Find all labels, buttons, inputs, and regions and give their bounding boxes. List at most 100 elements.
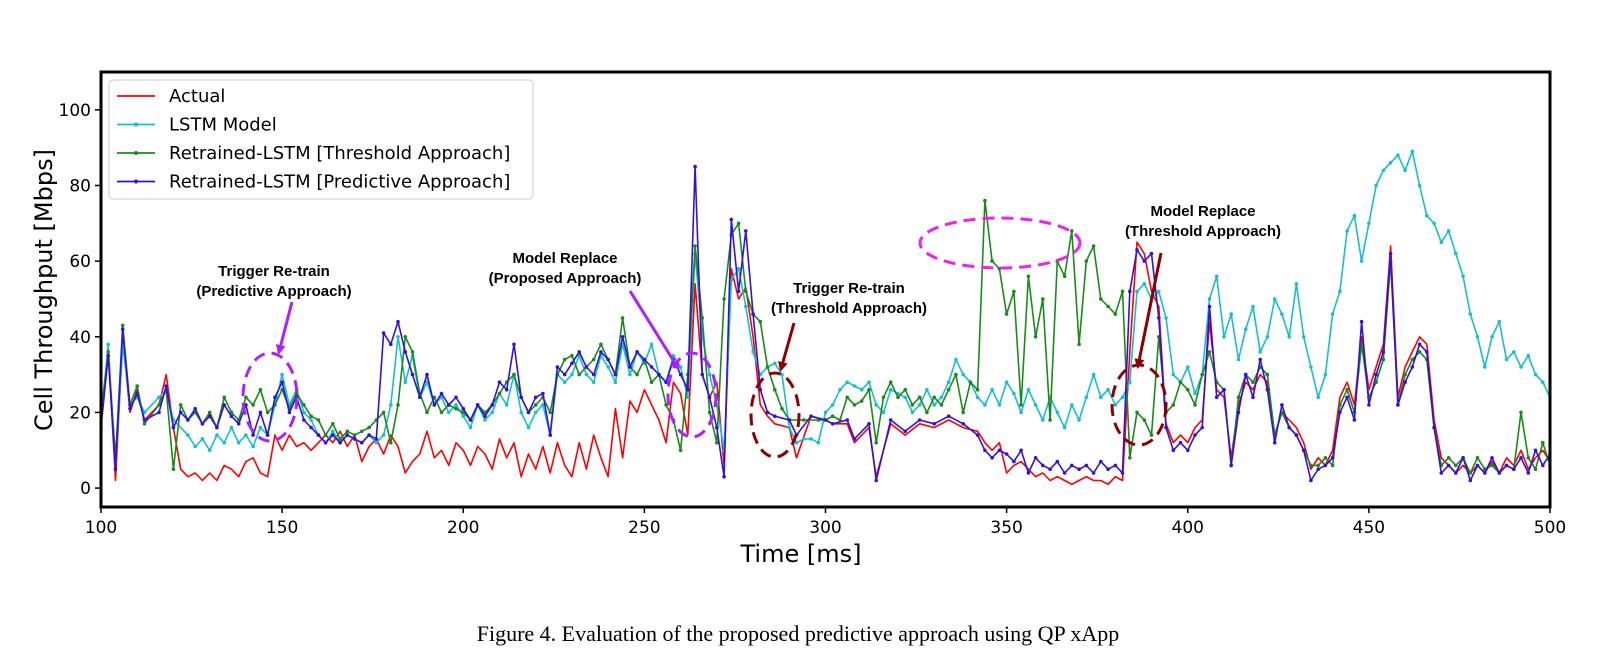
data-point	[331, 422, 335, 426]
data-point	[1084, 463, 1089, 468]
data-point	[381, 331, 386, 335]
data-point	[120, 327, 125, 332]
data-point	[200, 437, 205, 441]
data-point	[1193, 403, 1197, 407]
data-point	[483, 414, 487, 419]
data-point	[425, 372, 429, 377]
data-point	[1265, 372, 1270, 377]
data-point	[773, 361, 777, 366]
data-point	[932, 395, 936, 400]
data-point	[1157, 316, 1161, 320]
data-point	[678, 448, 683, 453]
data-point	[338, 440, 342, 445]
data-point	[845, 380, 849, 385]
legend-entry: Retrained-LSTM [Threshold Approach]	[169, 143, 510, 164]
data-point	[142, 418, 147, 422]
highlight-ellipse	[749, 371, 801, 459]
data-point	[1048, 467, 1052, 472]
data-point	[1359, 259, 1364, 263]
data-point	[744, 229, 748, 233]
data-point	[135, 391, 139, 396]
data-point	[280, 380, 284, 385]
data-point	[1033, 456, 1038, 460]
data-point	[830, 422, 835, 426]
data-point	[490, 403, 495, 407]
data-point	[1236, 410, 1241, 415]
data-point	[432, 403, 437, 407]
data-point	[686, 395, 690, 400]
data-point	[1113, 312, 1118, 316]
data-point	[874, 440, 878, 445]
data-point	[787, 418, 792, 422]
data-point	[584, 372, 589, 377]
annotation-arrow	[628, 290, 680, 371]
data-point	[700, 372, 705, 377]
data-point	[302, 403, 306, 407]
data-point	[896, 395, 900, 400]
data-point	[193, 444, 197, 449]
data-point	[251, 444, 255, 449]
data-point	[1019, 410, 1023, 415]
data-point	[917, 418, 922, 422]
data-point	[1475, 463, 1480, 468]
data-point	[657, 372, 661, 377]
data-point	[1417, 183, 1422, 188]
data-point	[678, 372, 683, 377]
data-point	[1309, 365, 1313, 369]
data-point	[946, 414, 951, 419]
data-point	[1178, 440, 1183, 445]
data-point	[729, 217, 734, 222]
data-point	[1019, 448, 1023, 453]
legend-entry: LSTM Model	[169, 115, 277, 136]
data-point	[1171, 403, 1176, 407]
data-point	[389, 342, 393, 347]
data-point	[512, 372, 516, 377]
highlight-ellipse	[918, 216, 1082, 270]
data-point	[867, 387, 871, 392]
data-point	[483, 418, 487, 422]
data-point	[693, 244, 697, 248]
data-point	[881, 395, 886, 400]
data-point	[171, 425, 176, 430]
data-point	[1439, 240, 1444, 244]
data-point	[1106, 467, 1110, 472]
annotation-label: Model Replace	[1150, 203, 1255, 220]
data-point	[635, 372, 639, 377]
highlight-ellipse	[666, 351, 718, 439]
x-axis-title: Time [ms]	[740, 540, 862, 568]
data-point	[599, 342, 603, 347]
annotation-label: (Threshold Approach)	[771, 300, 927, 317]
y-tick-label: 80	[69, 176, 91, 196]
data-point	[1294, 433, 1299, 437]
data-point	[1338, 403, 1342, 407]
data-point	[396, 403, 400, 407]
data-point	[845, 395, 849, 400]
data-point	[591, 372, 596, 377]
data-point	[1345, 395, 1349, 400]
data-point	[874, 403, 878, 407]
data-point	[780, 406, 784, 411]
data-point	[1497, 471, 1502, 475]
y-tick-label: 0	[80, 479, 91, 499]
data-point	[1251, 395, 1255, 400]
data-point	[1041, 463, 1045, 468]
data-point	[1381, 168, 1386, 173]
data-point	[157, 395, 161, 400]
annotation-label: (Predictive Approach)	[196, 283, 351, 300]
data-point	[1120, 289, 1125, 294]
data-point	[323, 433, 328, 437]
data-point	[1171, 448, 1176, 453]
data-point	[258, 387, 263, 392]
x-tick-label: 200	[447, 518, 479, 538]
data-point	[736, 266, 741, 271]
data-point	[975, 395, 980, 400]
data-point	[997, 403, 1002, 407]
data-point	[1410, 365, 1415, 369]
data-point	[1142, 259, 1147, 263]
x-tick-label: 400	[1172, 518, 1204, 538]
data-point	[700, 316, 705, 320]
data-point	[1258, 350, 1262, 354]
data-point	[859, 399, 864, 403]
data-point	[541, 391, 545, 396]
